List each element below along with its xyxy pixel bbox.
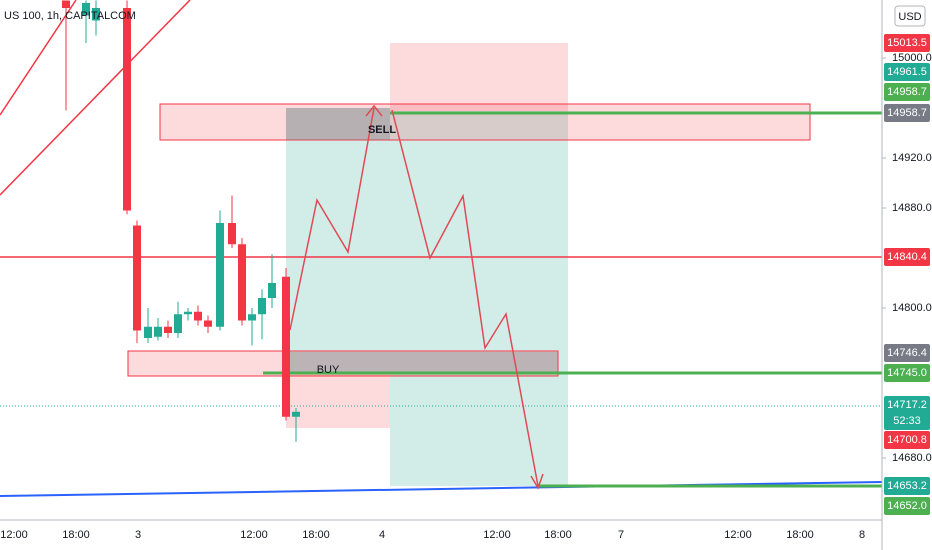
candle-body: [216, 223, 224, 327]
price-label: 14958.7: [887, 86, 927, 98]
candle-body: [164, 326, 172, 333]
time-label: 12:00: [724, 529, 752, 541]
currency[interactable]: USD: [898, 11, 921, 23]
candle-body: [184, 311, 192, 315]
candle-body: [62, 0, 70, 8]
price-label-box: [884, 431, 930, 449]
time-label: 18:00: [786, 529, 814, 541]
price-label: 14745.0: [887, 367, 927, 379]
overlap: [286, 352, 558, 373]
price-tick-label: 14800.0: [892, 302, 932, 314]
arrow-head: [530, 473, 544, 490]
drawings: SELL BUY: [0, 0, 883, 497]
profit-zone: [390, 111, 568, 486]
projection-path: [391, 109, 539, 487]
time-label: 8: [859, 529, 865, 541]
price-label-box: [884, 248, 930, 266]
price-label: 14653.2: [887, 480, 927, 492]
chart-title: US 100, 1h, CAPITALCOM: [4, 10, 136, 22]
trend-line: [0, 0, 77, 116]
price-label-box: [884, 104, 930, 122]
candle-body: [238, 244, 246, 321]
price-axis: [882, 0, 932, 550]
projection-path: [289, 107, 375, 331]
price-label-box: [884, 63, 930, 81]
time-label: 18:00: [62, 529, 90, 541]
arrow-head: [365, 104, 383, 117]
stop-zone: [286, 373, 390, 428]
price-label: 14840.4: [887, 251, 927, 263]
price-label-box: [884, 344, 930, 362]
candle-body: [154, 326, 162, 337]
currency-button[interactable]: [894, 5, 926, 27]
candle-body: [268, 283, 276, 298]
buy-label: BUY: [317, 364, 340, 376]
candle-body: [133, 225, 141, 331]
price-label-box: [884, 396, 930, 430]
price-label-box: [884, 497, 930, 515]
price-label-box: [884, 83, 930, 101]
profit-zone: [286, 108, 390, 373]
candle-body: [92, 8, 100, 21]
trend-line: [0, 0, 191, 196]
price-label-box: [884, 34, 930, 52]
time-label: 18:00: [544, 529, 572, 541]
price-tick-label: 14880.0: [892, 202, 932, 214]
price-label: 14652.0: [887, 500, 927, 512]
candle-body: [282, 276, 290, 417]
candles: [62, 0, 300, 442]
time-label: 4: [379, 529, 385, 541]
time-label: 18:00: [302, 529, 330, 541]
candle-body: [248, 314, 256, 321]
candle-body: [258, 298, 266, 315]
time-label: 7: [618, 529, 624, 541]
candle-body: [144, 326, 152, 338]
candle-body: [228, 223, 236, 245]
time-label: 12:00: [0, 529, 28, 541]
stop-zone: [390, 43, 568, 111]
sell-label: SELL: [368, 124, 396, 136]
time-label: 12:00: [240, 529, 268, 541]
price-tick-label: 14920.0: [892, 152, 932, 164]
price-label: 14746.4: [887, 347, 927, 359]
price-tick-label: 14680.0: [892, 452, 932, 464]
candle-body: [82, 3, 90, 16]
candle-body: [123, 8, 131, 211]
sell-zone: [159, 103, 811, 141]
trend-line: [0, 481, 883, 497]
axis-labels: 15000.0 14920.0 14880.0 14800.0 14680.0 15013…: [0, 34, 932, 541]
price-label-box: [884, 364, 930, 382]
candle-body: [174, 314, 182, 333]
price-tick-label: 15000.0: [892, 52, 932, 64]
price-label: 14717.2: [887, 399, 927, 411]
price-label-box: [884, 477, 930, 495]
time-label: 3: [135, 529, 141, 541]
price-label: 15013.5: [887, 37, 927, 49]
candle-body: [292, 411, 300, 417]
price-label: 14961.5: [887, 66, 927, 78]
time-label: 12:00: [483, 529, 511, 541]
candle-body: [204, 320, 212, 327]
price-label: 14958.7: [887, 107, 927, 119]
candle-body: [194, 311, 202, 321]
countdown: 52:33: [893, 415, 921, 427]
price-label: 14700.8: [887, 434, 927, 446]
